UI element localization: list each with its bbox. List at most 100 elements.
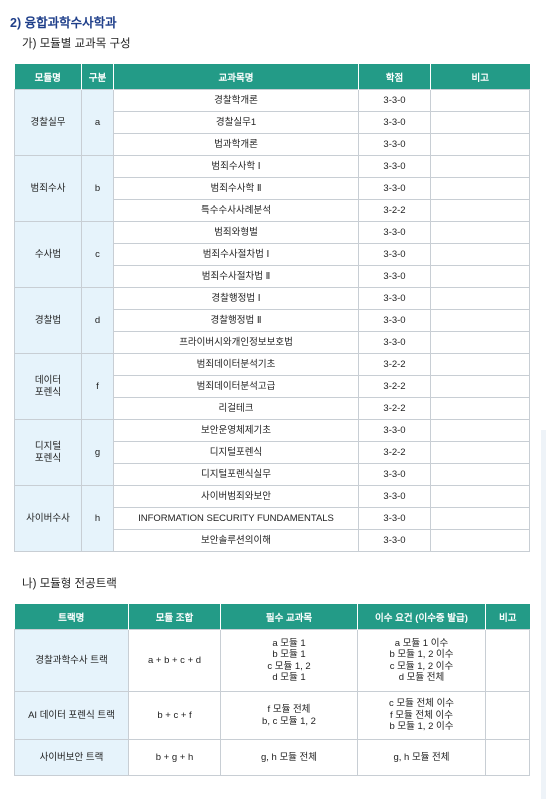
requirement-line: b 모듈 1, 2 이수	[389, 721, 454, 733]
requirement-line: c 모듈 1, 2 이수	[389, 660, 454, 672]
module-name-line: 데이터	[34, 374, 62, 386]
course-title: 범죄데이터분석기초	[113, 353, 359, 376]
module-name-line: 디지털	[34, 440, 62, 452]
requirement-line: b 모듈 1, 2 이수	[389, 649, 454, 660]
module-courses-title: 가) 모듈별 교과목 구성	[22, 38, 131, 50]
course-note	[430, 221, 530, 244]
course-credit: 3-3-0	[358, 155, 431, 178]
module-name-line: 사이버수사	[26, 512, 70, 524]
course-note	[430, 309, 530, 332]
table-row: 경찰행정법 Ⅱ 3-3-0	[15, 309, 530, 332]
course-credit: 3-2-2	[358, 397, 431, 420]
section-title: 2) 융합과학수사학과	[10, 16, 117, 30]
module-code: f	[81, 353, 114, 420]
required-courses: g, h 모듈 전체	[220, 739, 358, 776]
track-note	[485, 629, 530, 692]
course-credit: 3-3-0	[358, 331, 431, 354]
table-header-row: 모듈명 구분 교과목명 학점 비고	[14, 64, 530, 90]
course-title: 범죄수사절차법 Ⅰ	[113, 243, 359, 266]
table-row: 경찰법 d 경찰행정법 Ⅰ 3-3-0	[14, 287, 530, 354]
course-note	[430, 89, 530, 112]
course-note	[430, 199, 530, 222]
course-credit: 3-2-2	[358, 441, 431, 464]
requirement-line: d 모듈 전체	[398, 672, 445, 683]
table-row: 특수수사사례분석 3-2-2	[15, 199, 530, 222]
course-title: 특수수사사례분석	[113, 199, 359, 222]
module-name-line: 경찰실무	[30, 116, 66, 128]
course-note	[430, 177, 530, 200]
course-title: 범죄수사학 Ⅱ	[113, 177, 359, 200]
requirement-line: a 모듈 1 이수	[394, 637, 449, 649]
requirement-line: c 모듈 전체 이수	[388, 698, 455, 710]
header-course: 교과목명	[113, 64, 359, 90]
header-category: 구분	[81, 64, 114, 90]
table-row: 범죄수사절차법 Ⅰ 3-3-0	[15, 243, 530, 266]
course-title: 범죄수사학 Ⅰ	[113, 155, 359, 178]
table-row: 데이터 포렌식 f 범죄데이터분석기초 3-2-2	[14, 353, 530, 420]
module-name: 경찰실무	[14, 89, 82, 156]
table-row: 수사법 c 범죄와형벌 3-3-0	[14, 221, 530, 288]
requirement-line: f 모듈 전체 이수	[390, 709, 453, 721]
module-combo: a + b + c + d	[128, 629, 221, 692]
course-note	[430, 287, 530, 310]
table-row: 경찰실무1 3-3-0	[15, 111, 530, 134]
course-title: 보안솔루션의이해	[113, 529, 359, 552]
course-note	[430, 331, 530, 354]
header-note: 비고	[430, 64, 530, 90]
required-course-line: f 모듈 전체	[267, 704, 311, 715]
scrollbar-track[interactable]	[541, 430, 546, 799]
course-title: INFORMATION SECURITY FUNDAMENTALS	[113, 507, 359, 530]
module-name: 범죄수사	[14, 155, 82, 222]
course-title: 보안운영체제기초	[113, 419, 359, 442]
course-note	[430, 111, 530, 134]
course-title: 경찰행정법 Ⅰ	[113, 287, 359, 310]
requirement: g, h 모듈 전체	[357, 739, 486, 776]
course-note	[430, 397, 530, 420]
track-note	[485, 691, 530, 740]
header-module: 모듈명	[14, 64, 82, 90]
course-credit: 3-3-0	[358, 265, 431, 288]
course-note	[430, 265, 530, 288]
table-header-row: 트랙명 모듈 조합 필수 교과목 이수 요건 (이수증 발급) 비고	[14, 604, 530, 630]
course-title: 경찰학개론	[113, 89, 359, 112]
course-note	[430, 485, 530, 508]
module-name-line: 수사법	[34, 248, 62, 260]
course-title: 경찰실무1	[113, 111, 359, 134]
course-note	[430, 243, 530, 266]
module-name: 사이버수사	[14, 485, 82, 552]
table-row: 범죄수사 b 범죄수사학 Ⅰ 3-3-0	[14, 155, 530, 222]
header-requirement: 이수 요건 (이수증 발급)	[357, 604, 486, 630]
required-course-line: b 모듈 1	[272, 649, 306, 660]
course-title: 범죄와형벌	[113, 221, 359, 244]
course-credit: 3-3-0	[358, 111, 431, 134]
module-combo: b + g + h	[128, 739, 221, 776]
course-credit: 3-2-2	[358, 353, 431, 376]
course-note	[430, 441, 530, 464]
table-row: 프라이버시와개인정보보호법 3-3-0	[15, 331, 530, 354]
course-credit: 3-3-0	[358, 309, 431, 332]
course-credit: 3-2-2	[358, 375, 431, 398]
required-courses: f 모듈 전체 b, c 모듈 1, 2	[220, 691, 358, 740]
module-name-line: 포렌식	[34, 452, 62, 464]
course-title: 디지털포렌식	[113, 441, 359, 464]
table-row: 리걸테크 3-2-2	[15, 397, 530, 420]
track-note	[485, 739, 530, 776]
course-title: 법과학개론	[113, 133, 359, 156]
course-note	[430, 529, 530, 552]
header-credit: 학점	[358, 64, 431, 90]
required-course-line: g, h 모듈 전체	[260, 751, 318, 763]
header-track-name: 트랙명	[14, 604, 129, 630]
module-name: 디지털 포렌식	[14, 419, 82, 486]
module-code: c	[81, 221, 114, 288]
header-required-courses: 필수 교과목	[220, 604, 358, 630]
course-credit: 3-3-0	[358, 419, 431, 442]
course-credit: 3-3-0	[358, 287, 431, 310]
module-courses-table: 모듈명 구분 교과목명 학점 비고 경찰실무 a 경찰학개론 3-3-0 경찰실무1 3-…	[14, 64, 530, 552]
course-credit: 3-3-0	[358, 221, 431, 244]
required-course-line: b, c 모듈 1, 2	[262, 715, 316, 727]
course-credit: 3-3-0	[358, 89, 431, 112]
module-code: d	[81, 287, 114, 354]
module-name-line: 범죄수사	[30, 182, 66, 194]
